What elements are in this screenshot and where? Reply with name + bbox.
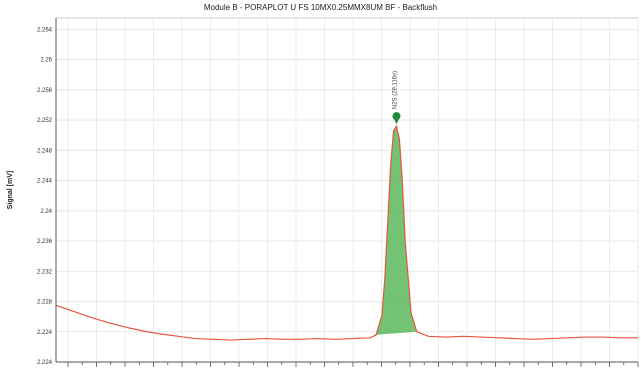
y-tick-label: 2.232 <box>37 269 53 275</box>
y-tick-label: 2.24 <box>40 209 52 215</box>
y-tick-label: 2.236 <box>37 239 53 245</box>
plot-area <box>56 18 638 362</box>
peak-area <box>376 126 417 335</box>
y-tick-label: 2.256 <box>37 88 53 94</box>
grid <box>56 18 639 363</box>
signal-line <box>55 124 638 341</box>
y-tick-label: 2.244 <box>37 179 53 185</box>
y-tick-label: 2.228 <box>37 300 53 306</box>
y-tick-label: 2.224 <box>37 360 53 366</box>
chart-title: Module B - PORAPLOT U FS 10MX0.25MMX8UM … <box>203 3 438 12</box>
y-tick-labels: 2.224 2.224 2.228 2.232 2.236 2.24 2.244 2.248 2… <box>37 27 53 366</box>
y-tick-label: 2.264 <box>37 27 53 33</box>
peak-annotation: N2S (29.116s) <box>392 71 401 125</box>
peak-label: N2S (29.116s) <box>392 71 398 109</box>
y-tick-label: 2.252 <box>37 118 53 124</box>
series-group <box>55 124 638 341</box>
peak-fill <box>376 126 417 335</box>
y-tick-label: 2.248 <box>37 148 53 154</box>
y-tick-label: 2.26 <box>40 58 52 64</box>
peak-marker-cap <box>392 112 401 121</box>
y-tick-label: 2.224 <box>37 330 53 336</box>
y-axis-label: Signal [mV] <box>7 171 14 210</box>
axes <box>55 17 639 367</box>
